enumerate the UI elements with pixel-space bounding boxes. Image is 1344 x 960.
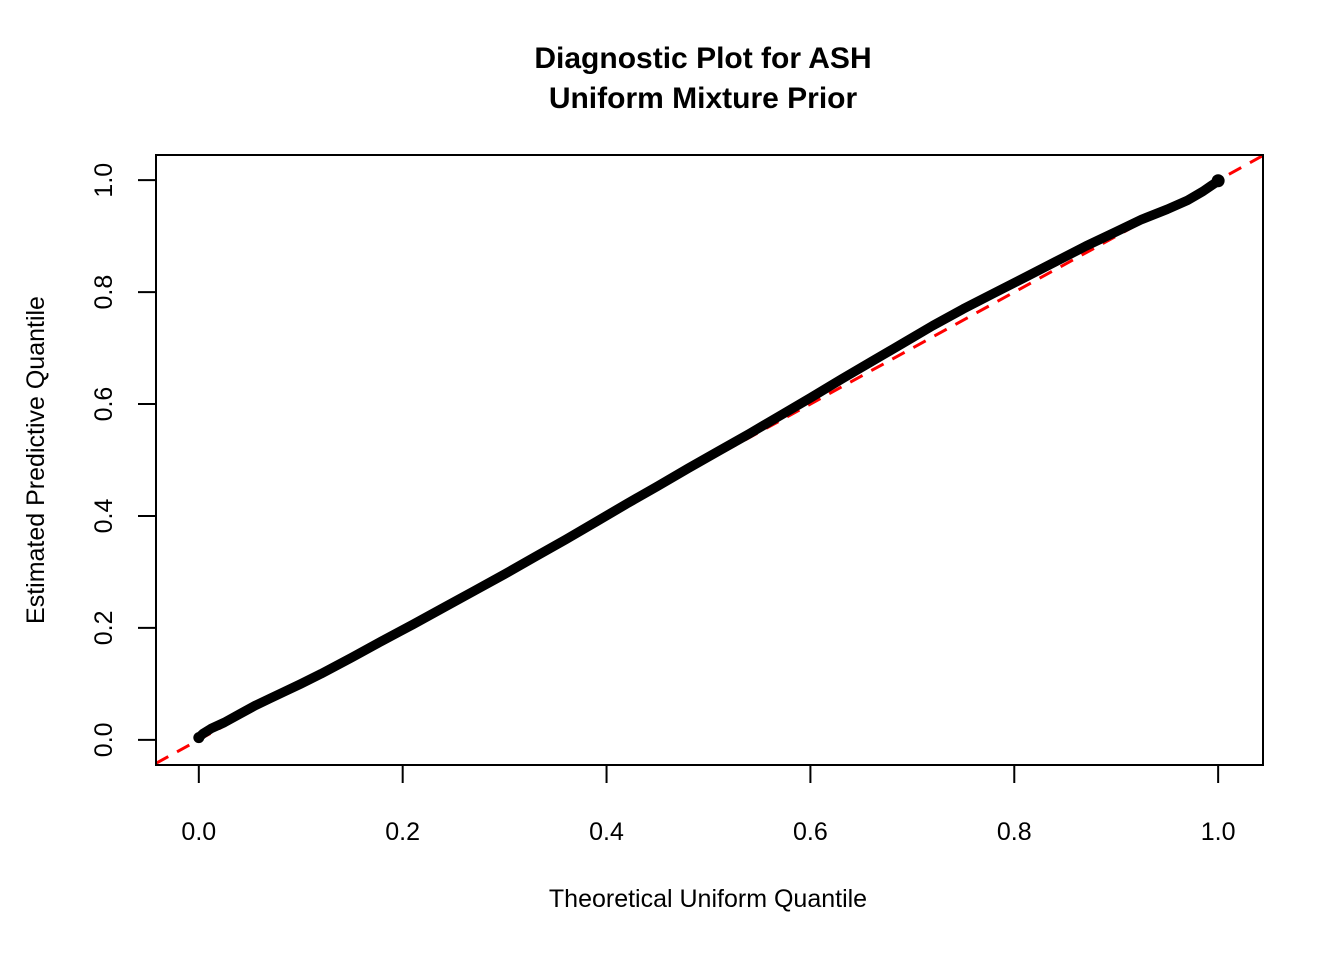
- qq-start-point-cluster: [193, 732, 205, 744]
- plot-title-line-2: Uniform Mixture Prior: [549, 82, 858, 115]
- qq-end-point-cluster: [1211, 174, 1225, 188]
- x-tick-label: 0.8: [997, 818, 1032, 846]
- y-tick-label: 0.6: [90, 387, 118, 422]
- x-tick-label: 0.4: [589, 818, 624, 846]
- plot-title-line-1: Diagnostic Plot for ASH: [534, 42, 871, 75]
- qq-curve: [194, 175, 1223, 743]
- y-tick-label: 1.0: [90, 163, 118, 198]
- y-tick-label: 0.2: [90, 611, 118, 646]
- y-axis-title: Estimated Predictive Quantile: [22, 296, 50, 624]
- y-tick-label: 0.4: [90, 498, 118, 533]
- x-axis-title: Theoretical Uniform Quantile: [549, 885, 867, 913]
- plot-border-box: [155, 154, 1264, 766]
- x-tick-label: 1.0: [1201, 818, 1236, 846]
- qq-series-layer: [155, 154, 1264, 765]
- x-tick-label: 0.2: [385, 818, 420, 846]
- x-tick-label: 0.6: [793, 818, 828, 846]
- y-tick-label: 0.8: [90, 275, 118, 310]
- y-tick-label: 0.0: [90, 722, 118, 757]
- x-axis: 0.0 0.2 0.4 0.6 0.8 1.0: [181, 765, 1236, 846]
- y-axis: 0.0 0.2 0.4 0.6 0.8 1.0: [90, 163, 156, 757]
- x-tick-label: 0.0: [181, 818, 216, 846]
